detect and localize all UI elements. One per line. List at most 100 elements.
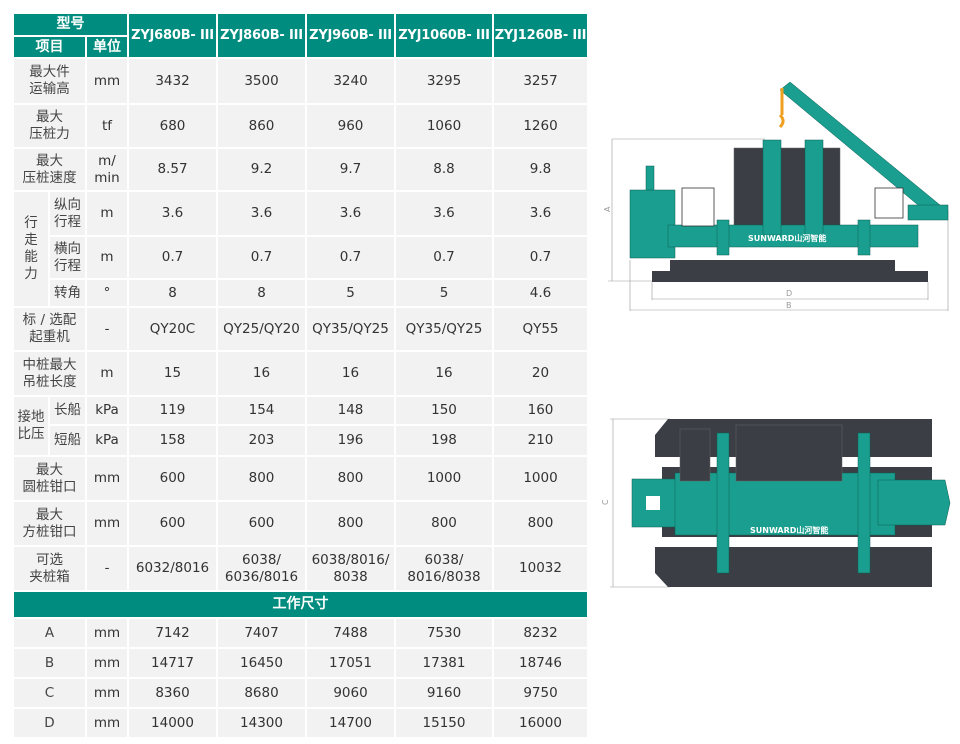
cell-value: 158 [127,424,218,457]
cell-value: QY35/QY25 [394,306,494,352]
row-label: 最大件 运输高 [12,57,87,105]
cell-value: 16 [305,350,396,397]
row-label: 可选 夹桩箱 [12,545,87,592]
model-name: ZYJ860B- III [216,12,307,59]
cell-value: 8680 [216,677,307,709]
cell-value: QY55 [492,306,589,352]
cell-value: 210 [492,424,589,457]
cell-value: 6038/ 6036/8016 [216,545,307,592]
cell-value: 8.8 [394,147,494,192]
row-label: 转角 [48,278,87,308]
dim-label-a: A [603,206,612,212]
track-base [652,260,928,282]
row-unit: kPa [85,424,129,457]
cell-value: QY20C [127,306,218,352]
cell-value: 680 [127,103,218,149]
counterweight-top [735,424,843,482]
row-label: 最大 圆桩钳口 [12,455,87,502]
cell-value: 16450 [216,647,307,679]
cell-value: 15 [127,350,218,397]
section-title: 工作尺寸 [12,590,589,619]
counterweight-small [679,428,711,482]
table-row: 最大 圆桩钳口 mm 600 800 800 1000 1000 [12,455,589,502]
model-name: ZYJ1260B- III [492,12,589,59]
dim-label-b: B [786,301,792,310]
cell-value: 860 [216,103,307,149]
group-label: 行走能力 [12,190,50,308]
cell-value: 203 [216,424,307,457]
table-row: 短船 kPa 158 203 196 198 210 [13,424,589,457]
unit-header: 单位 [85,35,129,59]
side-view-drawing: A D B SUNWARD山河智能 [603,81,949,311]
group-label-text: 行走能力 [24,215,38,282]
row-unit: mm [85,500,129,547]
cell-value: 9750 [492,677,589,709]
model-header: 型号 [12,12,129,37]
cell-value: 7142 [127,617,218,649]
cell-value: 800 [216,455,307,502]
counterweight-blocks [733,147,841,229]
row-label: 最大 压桩力 [12,103,87,149]
machine-frame [631,432,951,574]
row-label: 最大 压桩速度 [12,147,87,192]
cell-value: 7488 [305,617,396,649]
cell-value: 3.6 [492,190,589,237]
section-row: 工作尺寸 [12,590,589,619]
cell-value: 198 [394,424,494,457]
row-unit: m/ min [85,147,129,192]
cell-value: 6032/8016 [127,545,218,592]
cell-value: 16000 [492,707,589,739]
row-unit: ° [85,278,129,308]
cell-value: 20 [492,350,589,397]
cell-value: 3500 [216,57,307,105]
group-label: 接地比压 [12,395,50,457]
dimension-label: D [12,707,87,739]
table-row: 最大件 运输高 mm 3432 3500 3240 3295 3257 [12,57,589,105]
table-row: 中桩最大 吊桩长度 m 15 16 16 16 20 [12,350,589,397]
table-row: 横向 行程 m 0.7 0.7 0.7 0.7 0.7 [13,235,589,280]
crane-cab [874,187,904,219]
cell-value: 960 [305,103,396,149]
header-row: 项目 单位 [12,35,588,59]
top-view-drawing: C SUNWARD山河智能 [601,418,951,588]
row-unit: mm [85,455,129,502]
cell-value: 17051 [305,647,396,679]
dim-label-d: D [786,289,792,298]
cell-value: 15150 [394,707,494,739]
table-row: 转角 ° 8 8 5 5 4.6 [13,278,589,308]
row-unit: mm [85,647,129,679]
row-label: 短船 [48,424,87,457]
cell-value: 3432 [127,57,218,105]
table-row: 接地比压 长船 kPa 119 154 148 150 160 [12,395,589,457]
cell-value: 5 [394,278,494,308]
model-name: ZYJ960B- III [305,12,396,59]
cell-value: 1000 [394,455,494,502]
cell-value: 17381 [394,647,494,679]
cell-value: 14300 [216,707,307,739]
cell-value: 7407 [216,617,307,649]
row-unit: m [85,190,129,237]
cell-value: 3.6 [216,190,307,237]
row-label: 横向 行程 [48,235,87,280]
cell-value: 18746 [492,647,589,679]
cell-value: 0.7 [305,235,396,280]
hook-icon [778,88,785,129]
cell-value: 14717 [127,647,218,679]
cell-value: 1060 [394,103,494,149]
cell-value: 3.6 [127,190,218,237]
cell-value: 148 [305,395,396,426]
cell-value: 9.8 [492,147,589,192]
row-unit: m [85,235,129,280]
cell-value: 800 [305,455,396,502]
brand-logo: SUNWARD山河智能 [748,233,826,243]
cell-value: QY25/QY20 [216,306,307,352]
cell-value: 3257 [492,57,589,105]
cell-value: 8232 [492,617,589,649]
cell-value: 1260 [492,103,589,149]
dim-label-c: C [601,499,610,505]
model-name: ZYJ1060B- III [394,12,494,59]
